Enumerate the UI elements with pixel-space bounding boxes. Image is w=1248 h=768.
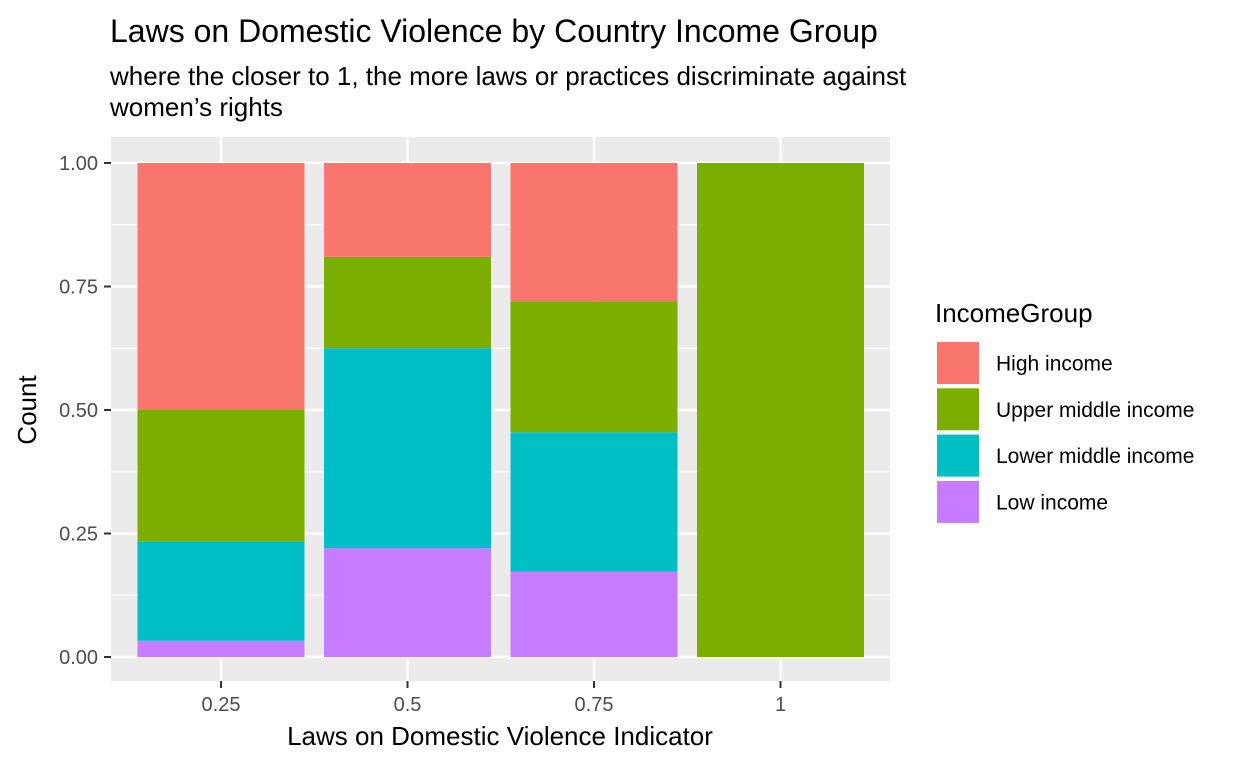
- bar-segment-upper-middle-income: [324, 256, 491, 349]
- x-axis-title: Laws on Domestic Violence Indicator: [287, 721, 713, 751]
- bar-segment-lower-middle-income: [137, 541, 305, 641]
- bar-segment-lower-middle-income: [324, 348, 491, 549]
- y-tick-label: 1.00: [59, 153, 98, 175]
- bars-layer: [137, 163, 864, 657]
- chart-subtitle-line-2: women’s rights: [109, 92, 283, 122]
- y-tick-label: 0.50: [59, 400, 98, 422]
- legend-key-low-income: [935, 478, 981, 525]
- x-tick-label: 0.25: [202, 694, 241, 716]
- bar-segment-high-income: [324, 163, 491, 257]
- x-tick-label: 1: [775, 694, 786, 716]
- legend-label: Lower middle income: [996, 445, 1194, 468]
- y-tick-label: 0.75: [59, 277, 98, 299]
- chart-title: Laws on Domestic Violence by Country Inc…: [110, 13, 878, 49]
- y-axis-title: Count: [12, 375, 42, 445]
- bar-segment-upper-middle-income: [510, 301, 678, 433]
- chart-subtitle-line-1: where the closer to 1, the more laws or …: [109, 61, 907, 91]
- x-tick-label: 0.75: [575, 694, 614, 716]
- bar-segment-low-income: [137, 640, 305, 657]
- bar-segment-high-income: [510, 163, 678, 302]
- legend: IncomeGroup High income Upper middle inco…: [935, 298, 1194, 525]
- legend-label: High income: [996, 353, 1113, 376]
- legend-key-upper-middle-income: [935, 386, 981, 433]
- y-axis: 0.00 0.25 0.50 0.75 1.00: [59, 153, 111, 669]
- bar-segment-upper-middle-income: [137, 410, 305, 542]
- legend-label: Upper middle income: [996, 399, 1194, 422]
- y-tick-label: 0.00: [59, 647, 98, 669]
- y-tick-label: 0.25: [59, 524, 98, 546]
- bar-segment-high-income: [137, 163, 305, 410]
- x-axis: 0.25 0.5 0.75 1: [202, 681, 786, 716]
- bar-segment-upper-middle-income: [697, 163, 864, 657]
- legend-title: IncomeGroup: [935, 298, 1093, 328]
- legend-key-lower-middle-income: [935, 432, 981, 479]
- x-tick-label: 0.5: [394, 694, 422, 716]
- bar-segment-low-income: [324, 548, 491, 657]
- bar-segment-low-income: [510, 571, 678, 657]
- bar-segment-lower-middle-income: [510, 432, 678, 572]
- legend-label: Low income: [996, 491, 1108, 514]
- legend-key-high-income: [935, 340, 981, 386]
